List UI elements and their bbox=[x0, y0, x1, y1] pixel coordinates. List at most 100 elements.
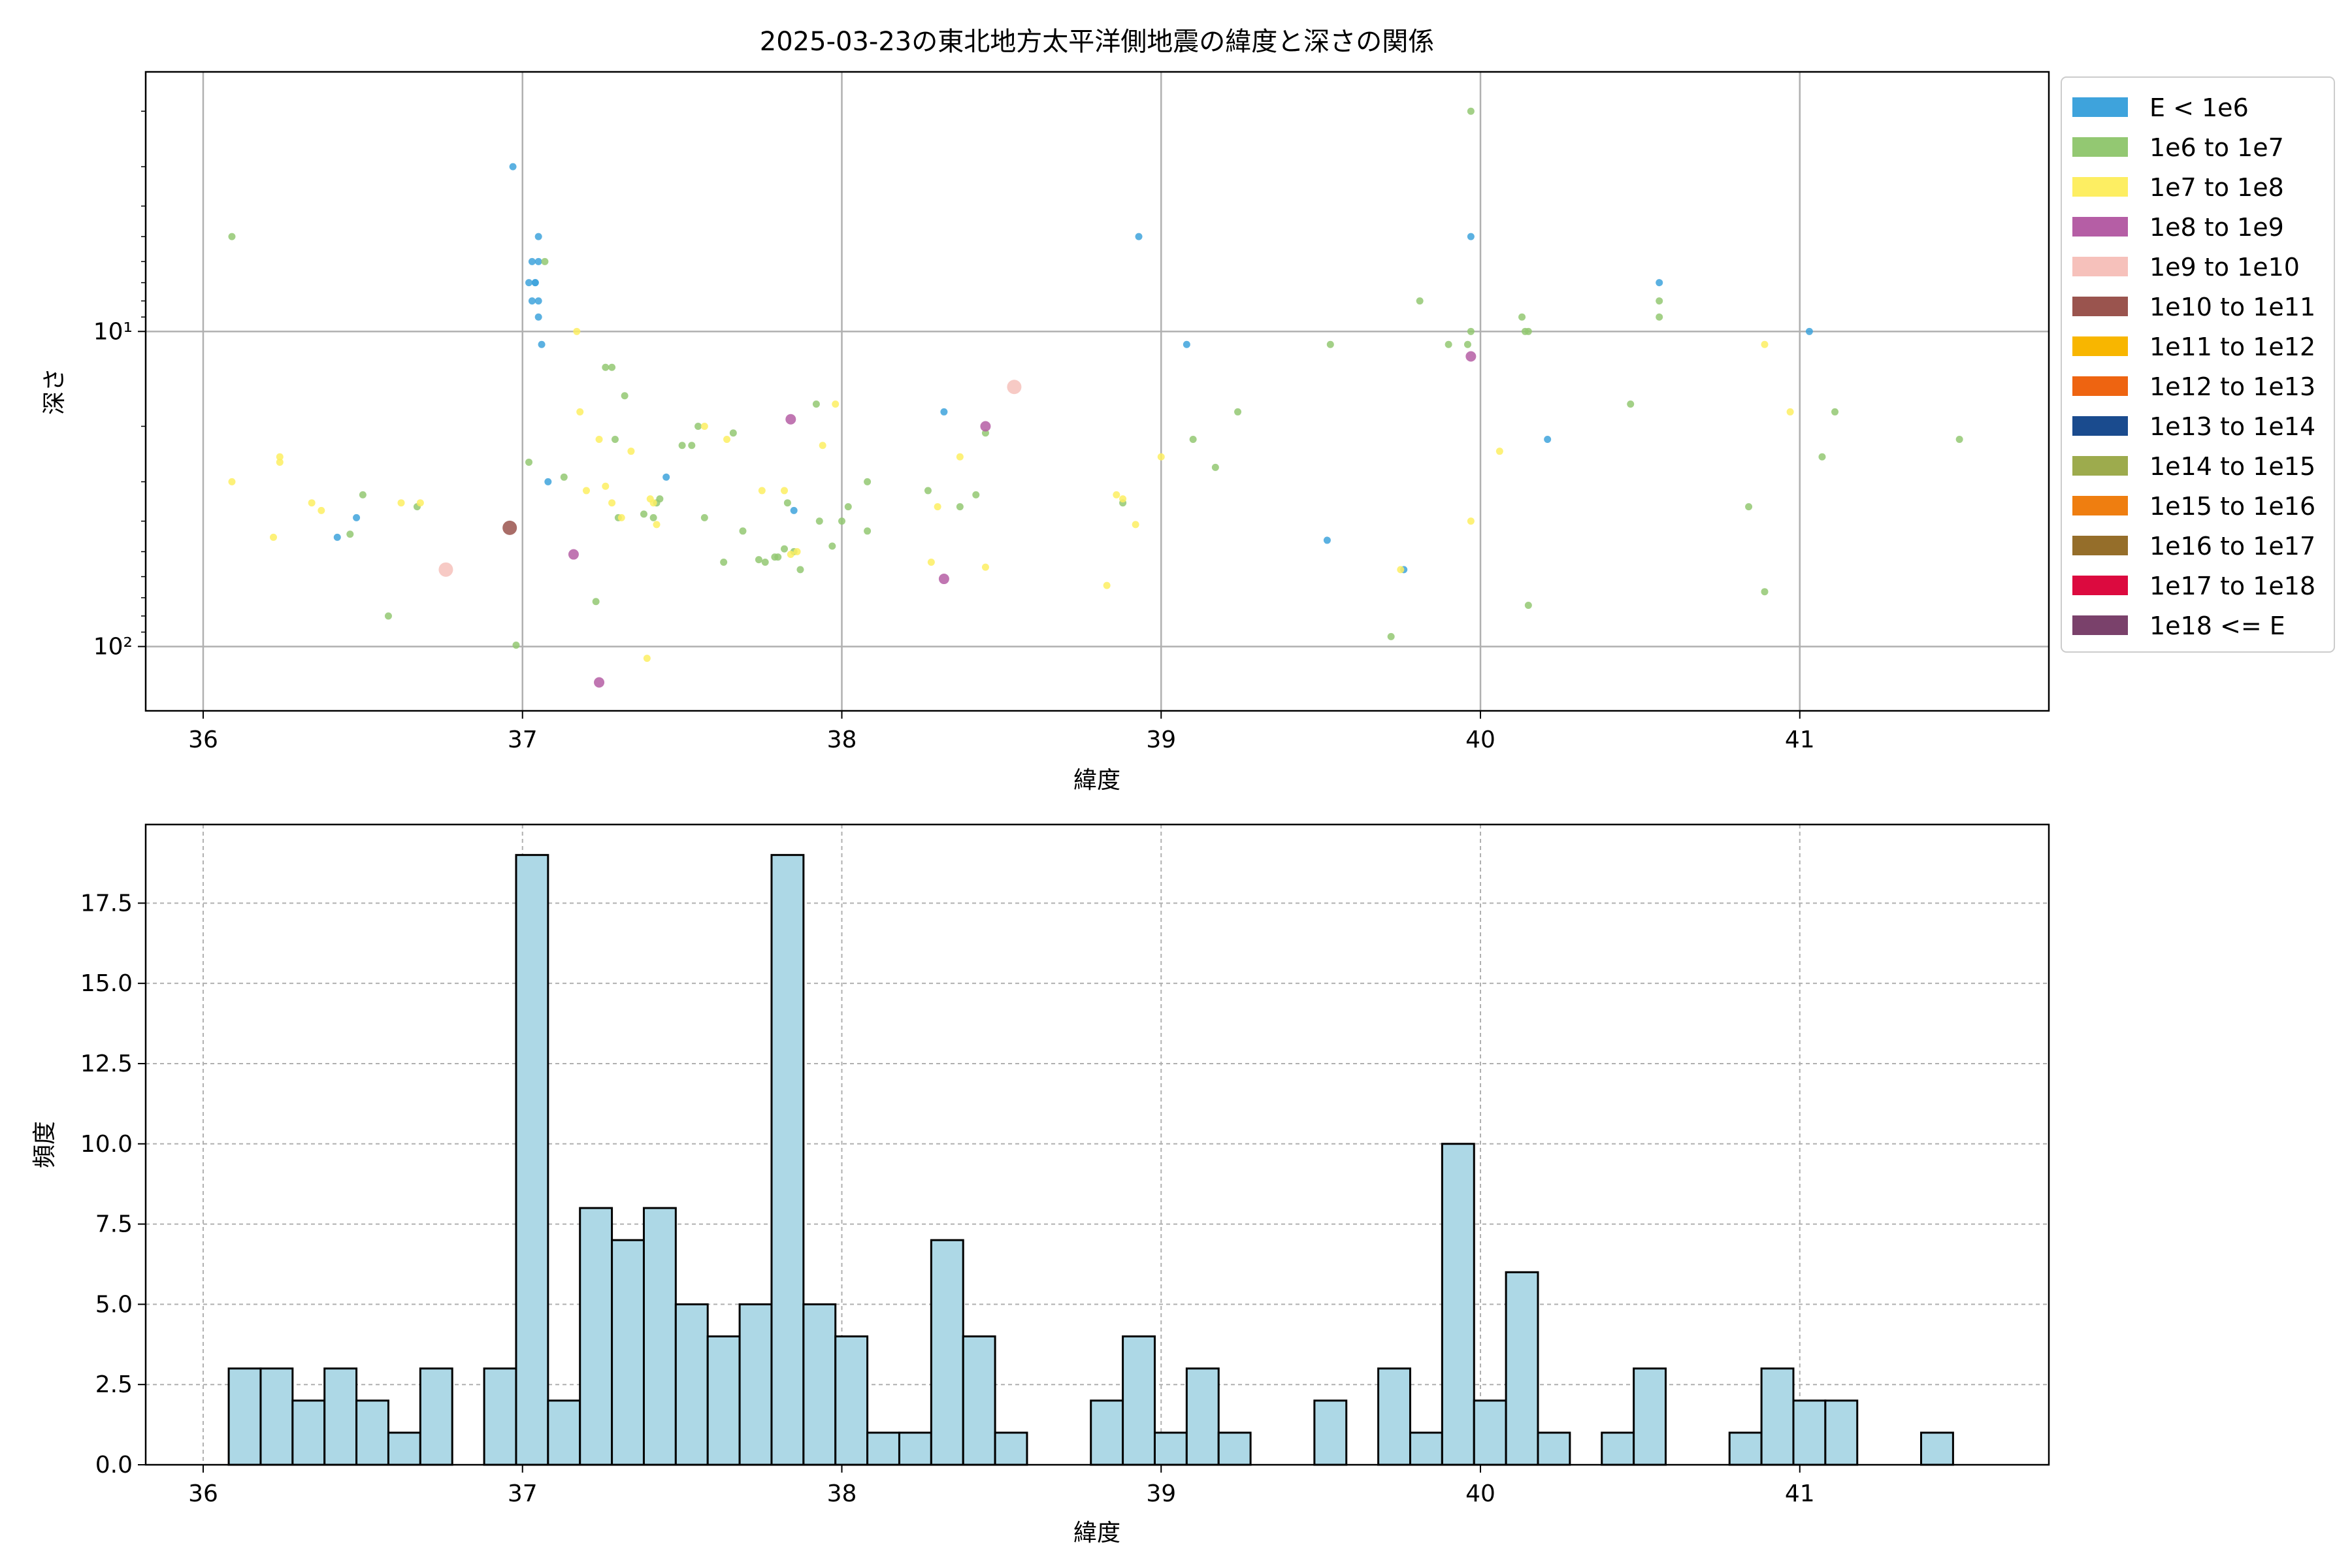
legend-swatch bbox=[2072, 576, 2128, 595]
histogram-bar bbox=[259, 1367, 294, 1466]
legend-label: 1e16 to 1e17 bbox=[2149, 532, 2315, 561]
histogram-panel: 36 37 38 39 40 41 0.0 2.5 5.0 7.5 10.0 12.5 15.0 17.5… bbox=[31, 823, 2050, 1546]
legend-label: 1e10 to 1e11 bbox=[2149, 293, 2315, 321]
scatter-point bbox=[790, 506, 798, 514]
scatter-point bbox=[346, 531, 354, 538]
histogram-bar bbox=[930, 1239, 964, 1466]
scatter-point bbox=[940, 408, 948, 416]
scatter-point bbox=[621, 392, 629, 400]
scatter-point bbox=[1465, 351, 1477, 362]
scatter-point bbox=[1445, 340, 1452, 348]
scatter-point bbox=[525, 458, 533, 466]
legend-swatch bbox=[2072, 416, 2128, 436]
legend-label: 1e11 to 1e12 bbox=[2149, 333, 2315, 361]
legend-swatch bbox=[2072, 615, 2128, 635]
scatter-point bbox=[528, 297, 536, 305]
scatter-point bbox=[560, 473, 568, 481]
scatter-point bbox=[1495, 448, 1503, 455]
scatter-point bbox=[828, 542, 836, 550]
histogram-bar bbox=[1537, 1431, 1571, 1466]
scatter-point bbox=[700, 422, 708, 430]
scatter-point bbox=[938, 574, 949, 585]
scatter-point bbox=[602, 363, 610, 371]
scatter-point bbox=[627, 448, 635, 455]
histogram-ticks: 36 37 38 39 40 41 0.0 2.5 5.0 7.5 10.0 12.5 15.0 17.5 bbox=[80, 890, 1815, 1507]
scatter-point bbox=[534, 257, 542, 265]
scatter-point bbox=[1518, 313, 1526, 321]
legend-swatch bbox=[2072, 536, 2128, 555]
scatter-point bbox=[1113, 491, 1120, 498]
scatter-point bbox=[595, 435, 603, 443]
histogram-y-tick-label: 2.5 bbox=[95, 1371, 133, 1398]
histogram-bar bbox=[419, 1367, 453, 1466]
scatter-point bbox=[656, 495, 664, 503]
scatter-point bbox=[649, 514, 657, 521]
scatter-point bbox=[1103, 581, 1111, 589]
scatter-point bbox=[678, 442, 686, 449]
scatter-point bbox=[1323, 536, 1331, 544]
histogram-x-tick-label: 38 bbox=[827, 1480, 857, 1507]
scatter-y-tick-label: 10² bbox=[93, 634, 133, 661]
legend-label: 1e7 to 1e8 bbox=[2149, 173, 2284, 202]
scatter-x-tick-label: 40 bbox=[1465, 727, 1495, 753]
legend-label: 1e18 <= E bbox=[2149, 612, 2285, 640]
legend: E < 1e6 1e6 to 1e7 1e7 to 1e8 1e8 to 1e9 1e9… bbox=[2061, 76, 2335, 653]
histogram-bar bbox=[898, 1431, 932, 1466]
scatter-point bbox=[700, 514, 708, 521]
histogram-bar bbox=[1090, 1399, 1124, 1466]
scatter-point bbox=[785, 414, 796, 425]
histogram-bar bbox=[547, 1399, 581, 1466]
scatter-point bbox=[1627, 400, 1635, 408]
legend-swatch bbox=[2072, 97, 2128, 117]
histogram-bar bbox=[1473, 1399, 1507, 1466]
histogram-bar bbox=[1313, 1399, 1348, 1466]
histogram-bar bbox=[1185, 1367, 1220, 1466]
scatter-point bbox=[1397, 566, 1405, 574]
histogram-bar bbox=[1601, 1431, 1635, 1466]
scatter-point bbox=[796, 566, 804, 574]
scatter-point bbox=[761, 559, 769, 566]
histogram-x-tick-label: 37 bbox=[508, 1480, 538, 1507]
legend-swatch bbox=[2072, 217, 2128, 237]
scatter-point bbox=[688, 442, 696, 449]
scatter-point bbox=[534, 313, 542, 321]
scatter-point bbox=[416, 499, 424, 507]
scatter-x-tick-label: 39 bbox=[1146, 727, 1176, 753]
scatter-point bbox=[228, 233, 236, 240]
scatter-point bbox=[1183, 340, 1190, 348]
scatter-point bbox=[1157, 453, 1165, 461]
scatter-point bbox=[1544, 435, 1552, 443]
scatter-points bbox=[228, 107, 1963, 688]
scatter-point bbox=[541, 257, 549, 265]
scatter-point bbox=[582, 487, 590, 495]
legend-label: 1e6 to 1e7 bbox=[2149, 133, 2284, 162]
histogram-y-tick-label: 5.0 bbox=[95, 1291, 133, 1318]
scatter-point bbox=[643, 655, 651, 662]
scatter-ticks: 36 37 38 39 40 41 10¹ 10² bbox=[93, 110, 1815, 753]
scatter-point bbox=[739, 527, 747, 535]
scatter-point bbox=[1007, 380, 1022, 395]
scatter-point bbox=[608, 499, 616, 507]
scatter-point bbox=[694, 422, 702, 430]
histogram-x-tick-label: 40 bbox=[1465, 1480, 1495, 1507]
histogram-bar bbox=[994, 1431, 1028, 1466]
scatter-x-tick-label: 36 bbox=[188, 727, 218, 753]
histogram-plot-frame bbox=[144, 823, 2050, 1466]
scatter-point bbox=[1463, 340, 1471, 348]
scatter-point bbox=[720, 559, 728, 566]
scatter-point bbox=[1656, 297, 1663, 305]
scatter-point bbox=[1135, 233, 1143, 240]
histogram-y-tick-label: 12.5 bbox=[80, 1051, 133, 1077]
histogram-bar bbox=[323, 1367, 358, 1466]
scatter-point bbox=[793, 547, 801, 555]
scatter-point bbox=[617, 514, 625, 521]
scatter-point bbox=[1211, 463, 1219, 471]
scatter-point bbox=[729, 429, 737, 437]
histogram-bar bbox=[706, 1335, 741, 1466]
scatter-point bbox=[1955, 435, 1963, 443]
scatter-point bbox=[783, 499, 791, 507]
scatter-point bbox=[662, 473, 670, 481]
legend-swatch bbox=[2072, 257, 2128, 276]
histogram-bars bbox=[227, 854, 1954, 1466]
histogram-y-axis-label: 頻度 bbox=[31, 1121, 58, 1168]
